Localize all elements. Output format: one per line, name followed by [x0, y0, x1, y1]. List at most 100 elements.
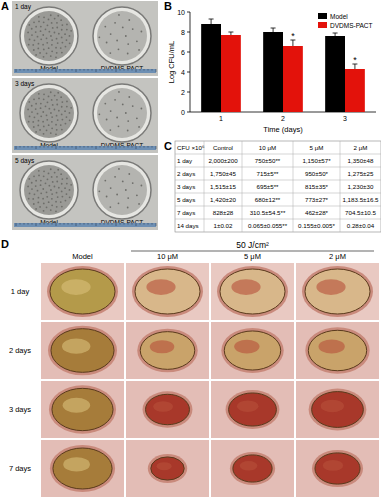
ruler-tick — [156, 223, 157, 226]
ruler-tick — [32, 69, 33, 71]
panel-label: B — [164, 0, 172, 12]
ruler-tick — [48, 69, 49, 71]
colony — [40, 107, 42, 109]
y-tick — [187, 72, 190, 73]
table-cell: 462±28* — [305, 209, 329, 216]
colony — [57, 15, 59, 17]
colony — [138, 49, 140, 51]
table-rule — [204, 141, 205, 232]
colony — [50, 209, 52, 211]
ruler — [14, 69, 156, 73]
ruler-tick — [144, 223, 145, 225]
colony — [122, 27, 124, 29]
ruler-tick — [28, 223, 29, 225]
colony — [61, 191, 63, 193]
wound-detail — [157, 462, 172, 470]
colony — [61, 24, 63, 26]
ruler-tick — [52, 146, 53, 148]
wound — [50, 269, 115, 314]
ruler-tick — [56, 69, 57, 72]
colony — [48, 185, 50, 187]
colony — [56, 206, 58, 208]
bar — [201, 24, 221, 112]
panel-label: D — [1, 238, 9, 250]
wound-detail — [323, 460, 343, 471]
wound-photo — [211, 381, 294, 438]
colony — [38, 170, 40, 172]
wound — [233, 455, 272, 482]
colony — [60, 201, 62, 203]
colony — [136, 117, 138, 119]
table-cell: 0.28±0.04 — [347, 222, 375, 229]
colony — [33, 203, 35, 205]
colony — [56, 99, 58, 101]
agar — [24, 88, 74, 138]
ruler-tick — [24, 146, 25, 148]
colony — [57, 119, 59, 121]
colony — [50, 14, 52, 16]
colony — [47, 178, 49, 180]
colony — [39, 129, 41, 131]
colony — [48, 31, 50, 33]
ruler-tick — [84, 146, 85, 148]
colony — [61, 114, 63, 116]
ruler-tick — [28, 69, 29, 71]
ruler-tick — [32, 146, 33, 148]
colony — [106, 119, 108, 121]
colony — [38, 43, 40, 45]
colony — [118, 91, 120, 93]
ruler-tick — [72, 223, 73, 225]
ruler-tick — [88, 223, 89, 225]
ruler-tick — [148, 69, 149, 71]
ruler-tick — [88, 146, 89, 148]
colony — [136, 40, 138, 42]
colony — [114, 176, 116, 178]
photo-background — [12, 1, 158, 76]
wound-edge — [48, 326, 117, 376]
colony — [116, 117, 118, 119]
colony — [33, 21, 35, 23]
colony — [46, 42, 48, 44]
ruler-tick — [144, 146, 145, 148]
ruler-tick — [36, 69, 37, 72]
wound-edge — [226, 390, 280, 429]
wound-edge — [132, 266, 203, 317]
colony — [42, 34, 44, 36]
ruler-tick — [100, 146, 101, 148]
wound-photo — [296, 322, 379, 379]
row-label: 1 day — [15, 3, 32, 11]
ruler-tick — [84, 69, 85, 71]
colony — [58, 110, 60, 112]
colony — [127, 207, 129, 209]
colony — [60, 19, 62, 21]
colony — [40, 26, 42, 28]
panel-label: A — [1, 0, 9, 12]
table-cell: 773±27* — [305, 196, 329, 203]
table-cell: 2 days — [177, 170, 195, 177]
colony — [40, 184, 42, 186]
wound-photo — [211, 440, 294, 497]
colony — [61, 52, 63, 54]
table-cell: 2,000±200 — [208, 157, 238, 164]
ruler-tick — [136, 146, 137, 149]
colony — [132, 105, 134, 107]
ruler-tick — [148, 223, 149, 225]
colony — [61, 29, 63, 31]
ruler-tick — [112, 146, 113, 148]
colony — [37, 124, 39, 126]
error-bar — [209, 19, 214, 24]
row-label: 3 days — [15, 80, 35, 88]
wound — [140, 332, 194, 370]
table-cell: 14 days — [177, 222, 199, 229]
colony — [45, 182, 47, 184]
y-tick-label: 10 — [177, 9, 185, 16]
bar — [345, 69, 365, 112]
colony — [60, 124, 62, 126]
wound-detail — [63, 457, 90, 471]
colony — [62, 196, 64, 198]
ruler-tick — [32, 223, 33, 225]
colony — [35, 108, 37, 110]
colony — [118, 48, 120, 50]
colony — [28, 121, 30, 123]
table-rule — [175, 180, 381, 181]
